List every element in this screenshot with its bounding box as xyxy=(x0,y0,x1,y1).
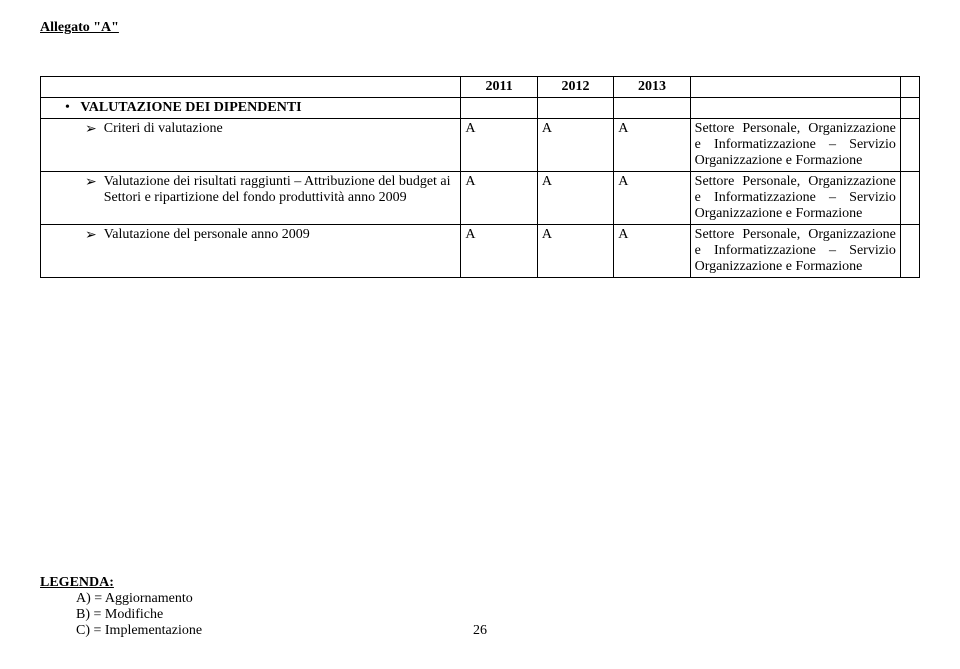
row-label: Valutazione dei risultati raggiunti – At… xyxy=(104,174,457,206)
sector-cell: Settore Personale, Organizzazione e Info… xyxy=(690,172,900,225)
empty-cell xyxy=(900,172,919,225)
empty-cell xyxy=(900,119,919,172)
table-row: ➢ Valutazione dei risultati raggiunti – … xyxy=(41,172,920,225)
main-table: 2011 2012 2013 • VALUTAZIONE DEI DIPENDE… xyxy=(40,76,920,278)
section-bullet: • xyxy=(45,100,80,115)
cell-2013: A xyxy=(614,225,690,278)
empty-cell xyxy=(537,98,613,119)
year-2011: 2011 xyxy=(461,77,537,98)
legenda-item-c: C) = Implementazione xyxy=(76,623,202,639)
legenda-block: LEGENDA: A) = Aggiornamento B) = Modific… xyxy=(40,575,202,639)
row-label-cell: ➢ Criteri di valutazione xyxy=(41,119,461,172)
arrow-icon: ➢ xyxy=(45,121,104,138)
section-title-cell: • VALUTAZIONE DEI DIPENDENTI xyxy=(41,98,461,119)
empty-cell xyxy=(900,77,919,98)
sector-cell: Settore Personale, Organizzazione e Info… xyxy=(690,119,900,172)
row-label-cell: ➢ Valutazione dei risultati raggiunti – … xyxy=(41,172,461,225)
cell-2013: A xyxy=(614,172,690,225)
cell-2011: A xyxy=(461,172,537,225)
row-label: Valutazione del personale anno 2009 xyxy=(104,227,310,244)
cell-2012: A xyxy=(537,172,613,225)
cell-2012: A xyxy=(537,119,613,172)
year-2012: 2012 xyxy=(537,77,613,98)
section-title: VALUTAZIONE DEI DIPENDENTI xyxy=(80,100,301,115)
cell-2011: A xyxy=(461,225,537,278)
cell-2013: A xyxy=(614,119,690,172)
table-row: ➢ Valutazione del personale anno 2009 A … xyxy=(41,225,920,278)
document-header: Allegato "A" xyxy=(40,20,920,36)
legenda-item-a: A) = Aggiornamento xyxy=(76,591,202,607)
section-title-row: • VALUTAZIONE DEI DIPENDENTI xyxy=(41,98,920,119)
sector-cell: Settore Personale, Organizzazione e Info… xyxy=(690,225,900,278)
empty-cell xyxy=(690,77,900,98)
row-label: Criteri di valutazione xyxy=(104,121,223,138)
empty-cell xyxy=(614,98,690,119)
empty-cell xyxy=(461,98,537,119)
cell-2012: A xyxy=(537,225,613,278)
legenda-item-b: B) = Modifiche xyxy=(76,607,202,623)
empty-cell xyxy=(900,98,919,119)
page-number: 26 xyxy=(473,623,487,639)
empty-cell xyxy=(900,225,919,278)
arrow-icon: ➢ xyxy=(45,174,104,206)
cell-2011: A xyxy=(461,119,537,172)
legenda-list: A) = Aggiornamento B) = Modifiche C) = I… xyxy=(40,591,202,639)
arrow-icon: ➢ xyxy=(45,227,104,244)
empty-cell xyxy=(41,77,461,98)
empty-cell xyxy=(690,98,900,119)
legenda-title: LEGENDA: xyxy=(40,575,114,590)
year-header-row: 2011 2012 2013 xyxy=(41,77,920,98)
year-2013: 2013 xyxy=(614,77,690,98)
row-label-cell: ➢ Valutazione del personale anno 2009 xyxy=(41,225,461,278)
table-row: ➢ Criteri di valutazione A A A Settore P… xyxy=(41,119,920,172)
